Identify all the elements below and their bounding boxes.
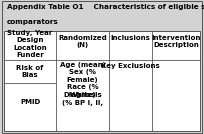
Text: Diagnosis
(% BP I, II,: Diagnosis (% BP I, II,: [62, 92, 103, 106]
Text: PMID: PMID: [20, 99, 40, 105]
Text: Age (mean)
Sex (%
Female)
Race (%
White): Age (mean) Sex (% Female) Race (% White): [60, 62, 105, 98]
Text: Intervention
Description: Intervention Description: [151, 35, 201, 48]
Text: Inclusions: Inclusions: [111, 35, 151, 41]
Bar: [4, 31, 200, 131]
Text: Randomized
(N): Randomized (N): [58, 35, 107, 48]
Text: Study, Year
Design
Location
Funder: Study, Year Design Location Funder: [8, 30, 53, 58]
Text: comparators: comparators: [7, 19, 59, 25]
Text: Key Exclusions: Key Exclusions: [101, 63, 160, 69]
Text: Appendix Table O1    Characteristics of eligible studies: com: Appendix Table O1 Characteristics of eli…: [7, 4, 204, 10]
Text: Risk of
Bias: Risk of Bias: [17, 65, 44, 78]
